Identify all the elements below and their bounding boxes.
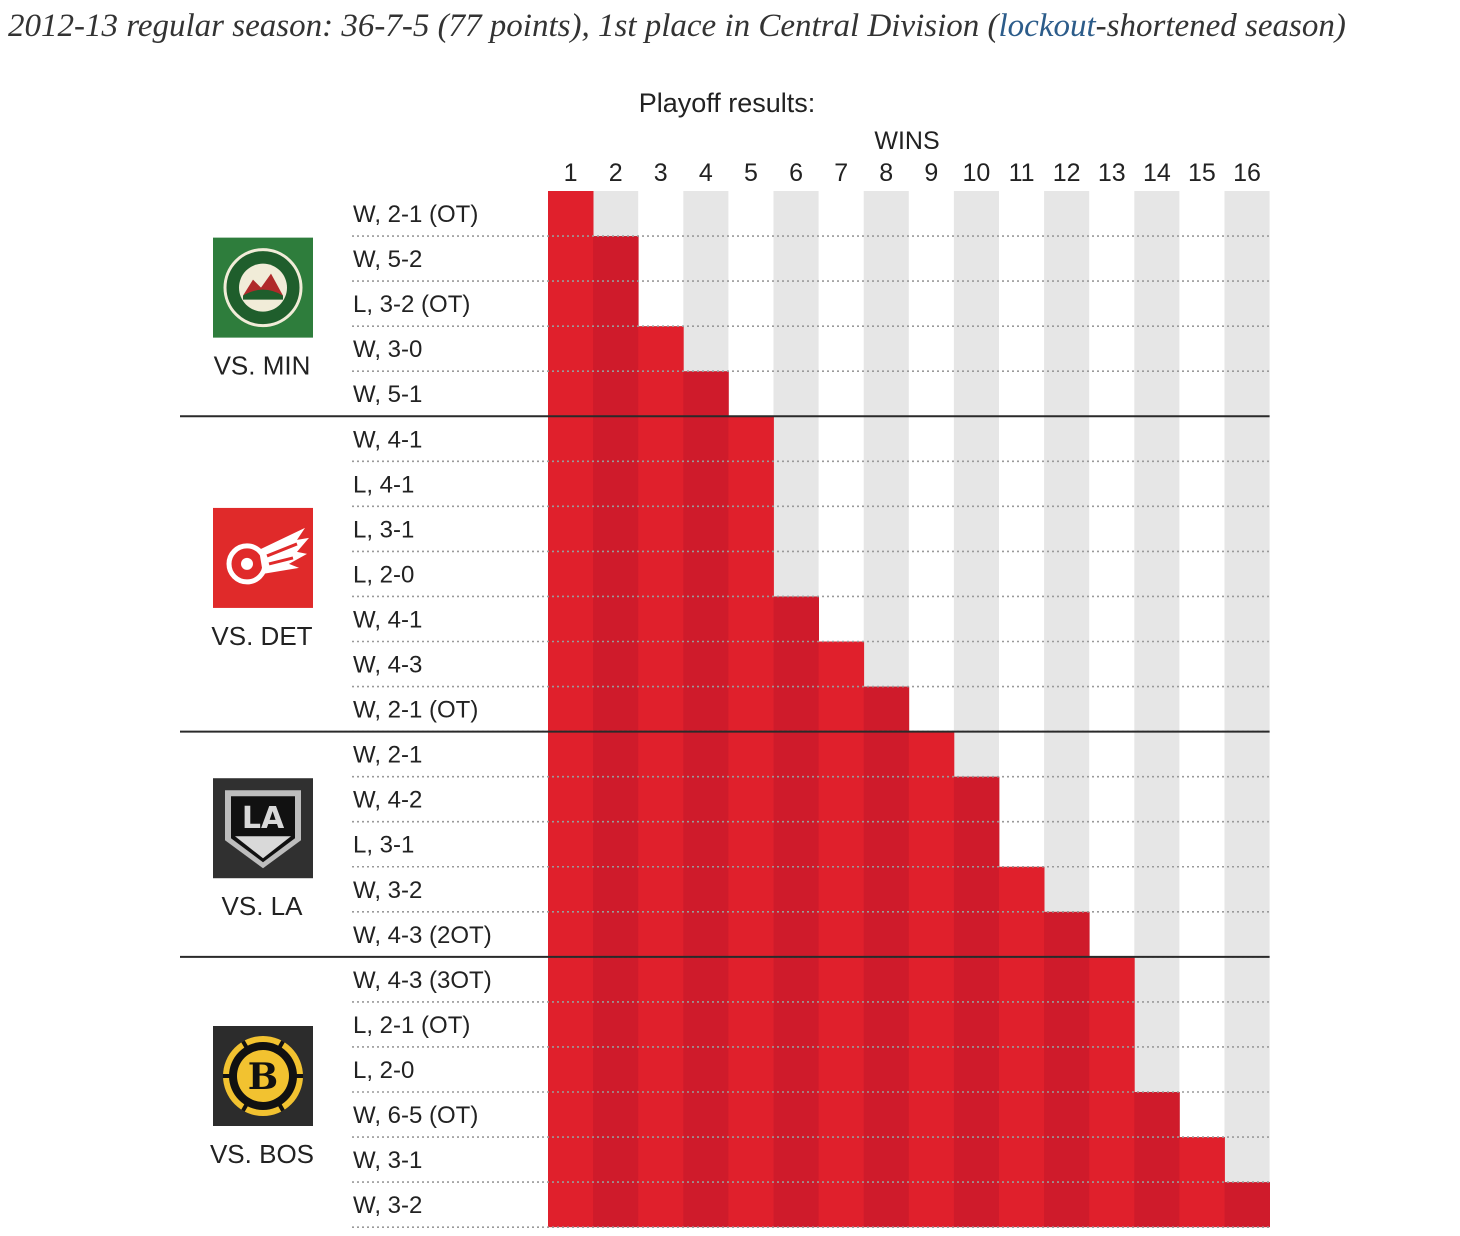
season-summary-text: 2012-13 regular season: 36-7-5 (77 point… <box>8 8 999 44</box>
wins-bar-3 <box>638 326 684 1228</box>
wins-tick-label: 5 <box>744 159 758 187</box>
game-result-label: L, 3-2 (OT) <box>353 291 470 318</box>
game-result-label: W, 6-5 (OT) <box>353 1102 478 1129</box>
game-result-label: W, 2-1 <box>353 742 422 769</box>
lockout-link[interactable]: lockout <box>998 8 1096 44</box>
wins-bar-9 <box>908 731 955 1228</box>
game-result-label: W, 5-2 <box>353 246 422 273</box>
wins-tick-label: 9 <box>924 159 938 187</box>
wins-bar-11 <box>999 866 1045 1228</box>
wins-bar-6 <box>773 596 819 1228</box>
wins-bar-5 <box>728 416 774 1228</box>
column-stripe <box>1224 191 1270 1228</box>
game-result-label: L, 2-1 (OT) <box>353 1012 470 1039</box>
los-angeles-kings-logo: LA <box>213 778 313 879</box>
wins-tick-label: 13 <box>1098 159 1126 187</box>
game-result-label: L, 4-1 <box>353 471 414 498</box>
wins-tick-label: 14 <box>1143 159 1171 187</box>
wins-bar-7 <box>818 641 865 1228</box>
wins-tick-label: 6 <box>789 159 803 187</box>
season-summary: 2012-13 regular season: 36-7-5 (77 point… <box>8 8 1458 45</box>
wins-tick-label: 12 <box>1053 159 1081 187</box>
game-result-label: W, 4-1 <box>353 426 422 453</box>
game-result-label: L, 2-0 <box>353 561 414 588</box>
wins-tick-label: 1 <box>564 159 578 187</box>
game-result-label: W, 3-2 <box>353 1192 422 1219</box>
column-stripe <box>1134 191 1180 1228</box>
game-result-label: W, 5-1 <box>353 381 422 408</box>
season-summary-tail: -shortened season) <box>1095 8 1346 44</box>
game-result-label: W, 4-3 <box>353 652 422 679</box>
wins-tick-label: 11 <box>1009 159 1035 187</box>
game-result-label: W, 3-1 <box>353 1147 422 1174</box>
game-result-label: W, 3-2 <box>353 877 422 904</box>
opponent-label: VS. LA <box>222 891 304 921</box>
wins-tick-label: 10 <box>963 159 991 187</box>
x-axis-label: WINS <box>874 127 939 155</box>
svg-text:B: B <box>248 1056 278 1098</box>
game-result-label: L, 2-0 <box>353 1057 414 1084</box>
boston-bruins-logo: B <box>213 1026 313 1126</box>
opponent-label: VS. MIN <box>214 351 311 381</box>
opponent-label: VS. BOS <box>210 1139 314 1169</box>
game-result-label: W, 2-1 (OT) <box>353 697 478 724</box>
detroit-red-wings-logo <box>213 507 313 608</box>
wins-tick-label: 3 <box>654 159 668 187</box>
wins-tick-label: 16 <box>1233 159 1261 187</box>
svg-text:LA: LA <box>242 801 285 836</box>
wins-tick-label: 2 <box>609 159 623 187</box>
game-result-label: W, 4-2 <box>353 787 422 814</box>
wins-tick-label: 15 <box>1188 159 1216 187</box>
wins-tick-label: 8 <box>879 159 893 187</box>
game-result-label: W, 3-0 <box>353 336 422 363</box>
wins-bar-12 <box>1044 911 1090 1228</box>
game-result-label: L, 3-1 <box>353 832 414 859</box>
game-result-label: W, 2-1 (OT) <box>353 201 478 228</box>
minnesota-wild-logo <box>213 237 313 338</box>
wins-bar-10 <box>953 776 1000 1228</box>
wins-bar-4 <box>683 371 729 1228</box>
game-result-label: L, 3-1 <box>353 516 414 543</box>
wins-bar-16 <box>1224 1182 1270 1228</box>
opponent-label: VS. DET <box>211 621 312 651</box>
game-result-label: W, 4-3 (3OT) <box>353 967 492 994</box>
wins-bar-14 <box>1134 1092 1180 1228</box>
wins-tick-label: 4 <box>699 159 713 187</box>
game-result-label: W, 4-1 <box>353 606 422 633</box>
wins-bar-1 <box>548 191 594 1228</box>
wins-tick-label: 7 <box>834 159 848 187</box>
game-result-label: W, 4-3 (2OT) <box>353 922 492 949</box>
chart-title: Playoff results: <box>639 88 816 118</box>
